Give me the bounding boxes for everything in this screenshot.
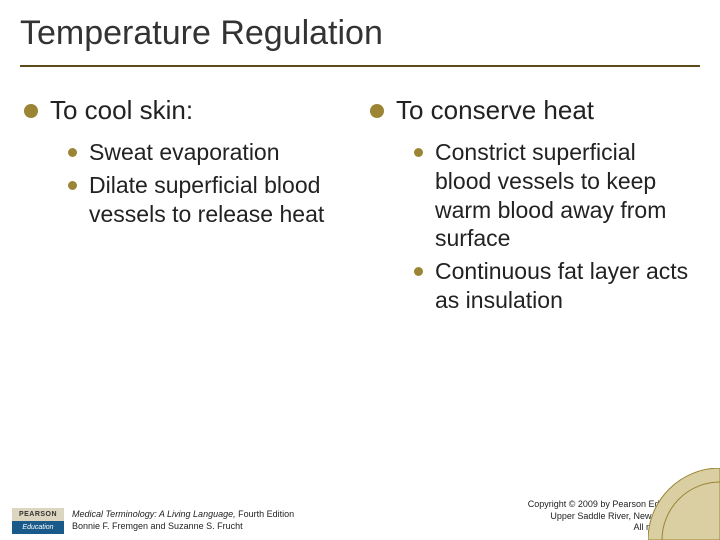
sub-list: Sweat evaporation Dilate superficial blo… <box>24 138 350 228</box>
sub-list: Constrict superficial blood vessels to k… <box>370 138 696 315</box>
list-item: Constrict superficial blood vessels to k… <box>414 138 696 253</box>
title-area: Temperature Regulation <box>0 0 720 61</box>
logo-bottom-text: Education <box>12 521 64 534</box>
footer-left: PEARSON Education Medical Terminology: A… <box>12 508 294 534</box>
column-heading: To cool skin: <box>50 95 193 126</box>
column-heading: To conserve heat <box>396 95 594 126</box>
list-item: Dilate superficial blood vessels to rele… <box>68 171 350 229</box>
bullet-icon <box>414 148 423 157</box>
left-column: To cool skin: Sweat evaporation Dilate s… <box>24 95 350 319</box>
copyright-line: Copyright © 2009 by Pearson Education, I… <box>528 499 708 511</box>
list-item: To conserve heat <box>370 95 696 126</box>
book-info: Medical Terminology: A Living Language, … <box>72 509 294 532</box>
footer-right: Copyright © 2009 by Pearson Education, I… <box>528 499 708 534</box>
book-edition: Fourth Edition <box>236 509 295 519</box>
book-title: Medical Terminology: A Living Language, <box>72 509 236 519</box>
list-item: To cool skin: <box>24 95 350 126</box>
bullet-text: Dilate superficial blood vessels to rele… <box>89 171 350 229</box>
content-area: To cool skin: Sweat evaporation Dilate s… <box>0 67 720 319</box>
slide-title: Temperature Regulation <box>20 14 700 53</box>
bullet-icon <box>68 181 77 190</box>
footer: PEARSON Education Medical Terminology: A… <box>0 486 720 540</box>
publisher-logo: PEARSON Education <box>12 508 64 534</box>
list-item: Continuous fat layer acts as insulation <box>414 257 696 315</box>
bullet-text: Sweat evaporation <box>89 138 280 167</box>
copyright-line: Upper Saddle River, New Jersey 07458 <box>528 511 708 523</box>
book-authors: Bonnie F. Fremgen and Suzanne S. Frucht <box>72 521 294 533</box>
book-title-line: Medical Terminology: A Living Language, … <box>72 509 294 521</box>
bullet-text: Constrict superficial blood vessels to k… <box>435 138 696 253</box>
list-item: Sweat evaporation <box>68 138 350 167</box>
bullet-icon <box>370 104 384 118</box>
bullet-icon <box>68 148 77 157</box>
slide: Temperature Regulation To cool skin: Swe… <box>0 0 720 540</box>
bullet-text: Continuous fat layer acts as insulation <box>435 257 696 315</box>
logo-top-text: PEARSON <box>12 508 64 521</box>
bullet-icon <box>414 267 423 276</box>
copyright-line: All rights reserved. <box>528 522 708 534</box>
right-column: To conserve heat Constrict superficial b… <box>370 95 696 319</box>
bullet-icon <box>24 104 38 118</box>
